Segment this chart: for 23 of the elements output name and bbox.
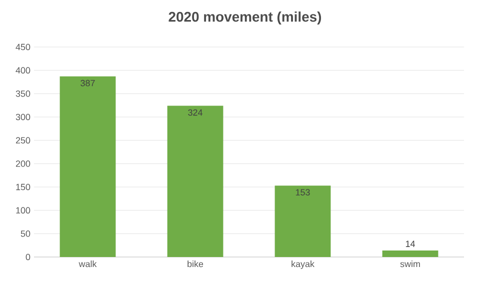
y-tick-label: 100 bbox=[16, 207, 30, 214]
bar bbox=[382, 250, 438, 257]
y-tick-label: 400 bbox=[16, 67, 30, 74]
y-tick-label: 150 bbox=[16, 184, 30, 190]
y-tick-label: 300 bbox=[16, 114, 30, 120]
data-label: 153 bbox=[296, 189, 310, 196]
data-label: 14 bbox=[406, 240, 415, 247]
y-tick-label: 50 bbox=[20, 230, 30, 237]
y-tick-label: 0 bbox=[26, 254, 30, 260]
data-label: 387 bbox=[80, 80, 95, 86]
data-label: 324 bbox=[188, 109, 202, 116]
y-tick-label: 450 bbox=[16, 44, 30, 50]
x-tick-label: walk bbox=[78, 260, 97, 268]
bar bbox=[274, 186, 331, 257]
y-tick-label: 200 bbox=[16, 160, 30, 167]
x-tick-label: bike bbox=[188, 260, 204, 268]
bar bbox=[167, 106, 224, 257]
y-tick-label: 350 bbox=[16, 90, 30, 97]
bar bbox=[60, 76, 116, 257]
y-tick-label: 250 bbox=[16, 137, 30, 144]
chart-title: 2020 movement (miles) bbox=[168, 12, 322, 25]
x-tick-label: kayak bbox=[292, 260, 314, 269]
x-tick-label: swim bbox=[400, 260, 420, 268]
